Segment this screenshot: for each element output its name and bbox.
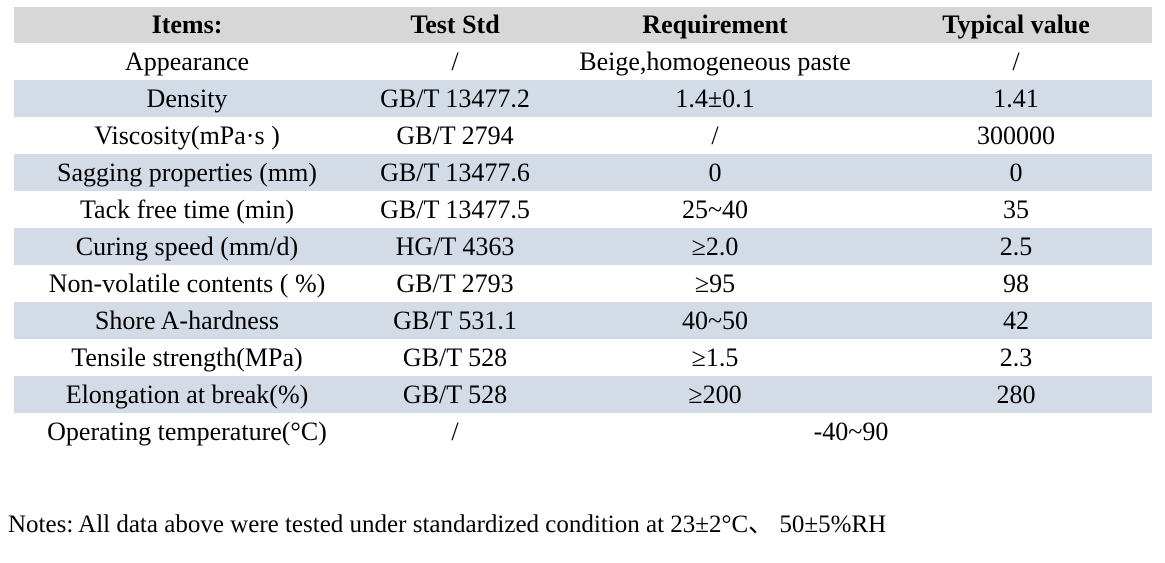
cell-item: Operating temperature(°C)	[47, 416, 327, 446]
cell-item: Appearance	[124, 46, 250, 76]
table-row: Sagging properties (mm) GB/T 13477.6 0 0	[14, 154, 1152, 191]
cell-requirement: 40~50	[681, 305, 749, 335]
cell-test-std: GB/T 13477.2	[380, 83, 530, 113]
cell-test-std: GB/T 528	[402, 379, 508, 409]
cell-test-std: HG/T 4363	[395, 231, 515, 261]
cell-test-std: GB/T 2793	[396, 268, 514, 298]
cell-test-std: GB/T 531.1	[393, 305, 517, 335]
header-typical-value: Typical value	[942, 10, 1090, 40]
notes-line: Notes: All data above were tested under …	[8, 511, 887, 538]
cell-requirement: ≥1.5	[691, 342, 739, 372]
cell-typical-value: 2.3	[999, 342, 1033, 372]
cell-requirement: 25~40	[681, 194, 749, 224]
table-header-row: Items: Test Std Requirement Typical valu…	[14, 7, 1152, 43]
cell-typical-value: 300000	[977, 120, 1055, 150]
cell-item: Density	[146, 83, 228, 113]
cell-requirement: /	[711, 120, 719, 150]
cell-typical-value: 2.5	[999, 231, 1033, 261]
cell-test-std: GB/T 528	[402, 342, 508, 372]
cell-typical-value: 1.41	[993, 83, 1039, 113]
cell-test-std: /	[451, 416, 459, 446]
table-row: Elongation at break(%) GB/T 528 ≥200 280	[14, 376, 1152, 413]
cell-requirement: ≥95	[694, 268, 736, 298]
cell-requirement: Beige,homogeneous paste	[579, 46, 851, 76]
table-row: Shore A-hardness GB/T 531.1 40~50 42	[14, 302, 1152, 339]
table-row: Viscosity(mPa·s ) GB/T 2794 / 300000	[14, 117, 1152, 154]
header-items: Items:	[151, 10, 223, 40]
table-row: Curing speed (mm/d) HG/T 4363 ≥2.0 2.5	[14, 228, 1152, 265]
cell-test-std: /	[451, 46, 459, 76]
table-row: Tack free time (min) GB/T 13477.5 25~40 …	[14, 191, 1152, 228]
cell-test-std: GB/T 13477.6	[380, 157, 530, 187]
table-row: Tensile strength(MPa) GB/T 528 ≥1.5 2.3	[14, 339, 1152, 376]
cell-item: Tensile strength(MPa)	[71, 342, 303, 372]
cell-item: Shore A-hardness	[94, 305, 280, 335]
cell-item: Curing speed (mm/d)	[75, 231, 299, 261]
cell-test-std: GB/T 2794	[396, 120, 514, 150]
cell-item: Viscosity(mPa·s )	[94, 120, 280, 150]
cell-item: Non-volatile contents ( %)	[48, 268, 326, 298]
cell-requirement: -40~90	[813, 416, 889, 446]
table-row: Non-volatile contents ( %) GB/T 2793 ≥95…	[14, 265, 1152, 302]
cell-typical-value: /	[1012, 46, 1020, 76]
cell-typical-value: 35	[1003, 194, 1029, 224]
table-row: Density GB/T 13477.2 1.4±0.1 1.41	[14, 80, 1152, 117]
header-test-std: Test Std	[410, 10, 500, 40]
cell-typical-value: 42	[1003, 305, 1029, 335]
cell-typical-value: 280	[996, 379, 1036, 409]
table-row: Operating temperature(°C) / -40~90	[14, 413, 1152, 450]
header-requirement: Requirement	[642, 10, 788, 40]
cell-requirement: ≥2.0	[691, 231, 739, 261]
table-row: Appearance / Beige,homogeneous paste /	[14, 43, 1152, 80]
cell-requirement: ≥200	[688, 379, 742, 409]
cell-typical-value: 98	[1003, 268, 1029, 298]
cell-typical-value: 0	[1009, 157, 1023, 187]
cell-requirement: 1.4±0.1	[675, 83, 755, 113]
cell-item: Tack free time (min)	[79, 194, 295, 224]
spec-table: Items: Test Std Requirement Typical valu…	[14, 7, 1152, 450]
cell-item: Sagging properties (mm)	[57, 157, 317, 187]
cell-test-std: GB/T 13477.5	[380, 194, 530, 224]
cell-requirement: 0	[708, 157, 722, 187]
table-body: Appearance / Beige,homogeneous paste / D…	[14, 43, 1152, 450]
cell-item: Elongation at break(%)	[65, 379, 309, 409]
